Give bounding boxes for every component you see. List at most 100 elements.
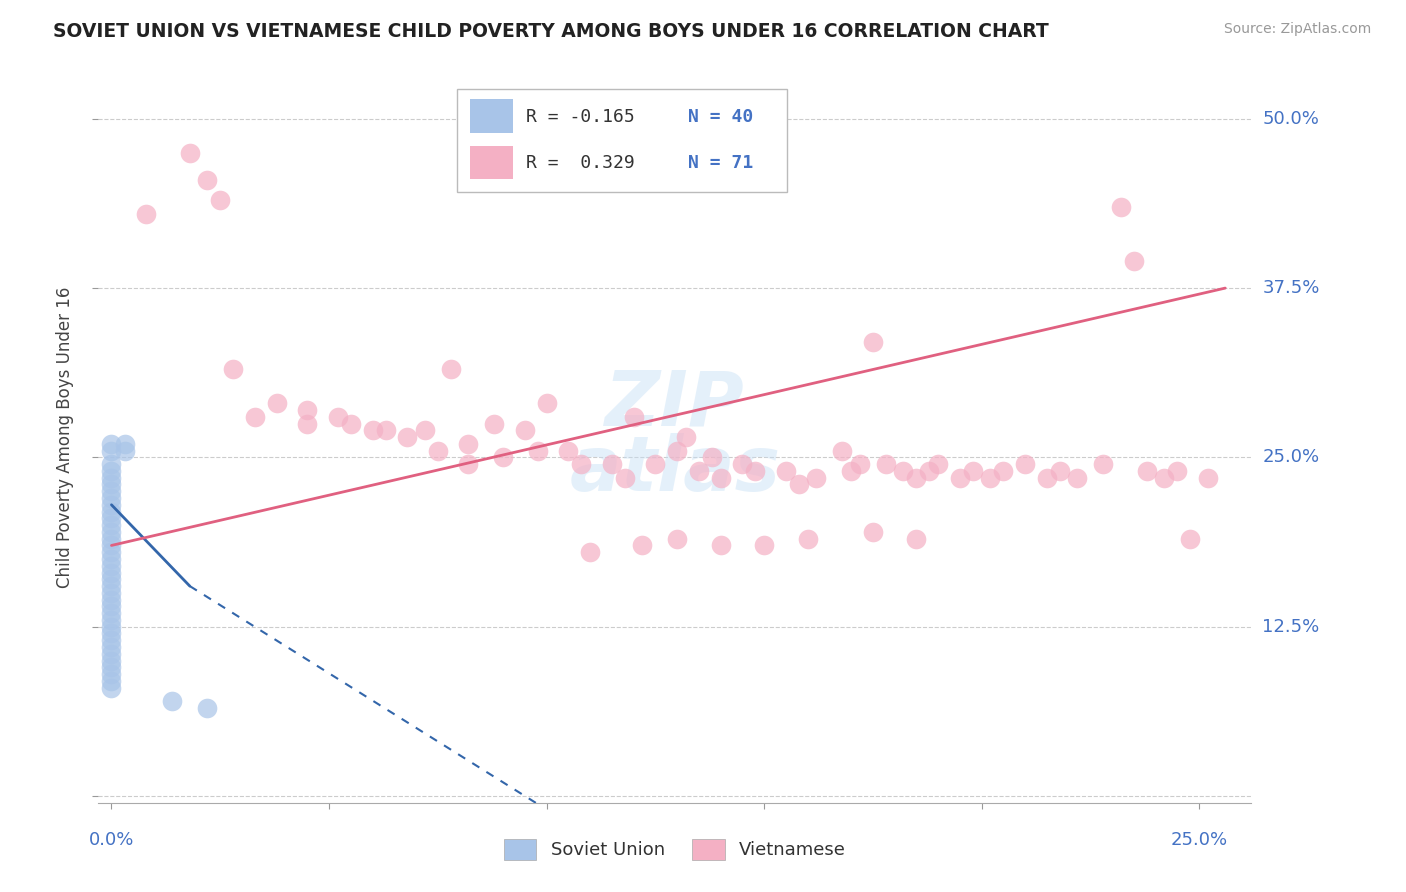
Point — [100, 477, 122, 491]
Point — [114, 437, 136, 451]
Point — [100, 579, 122, 593]
Text: 0.0%: 0.0% — [89, 830, 134, 848]
Point — [731, 457, 754, 471]
Point — [631, 538, 654, 552]
Point — [222, 362, 245, 376]
Point — [775, 464, 797, 478]
Point — [100, 505, 122, 519]
Point — [700, 450, 723, 465]
Point — [569, 457, 592, 471]
Point — [875, 457, 897, 471]
Text: 25.0%: 25.0% — [1171, 830, 1227, 848]
Point — [100, 566, 122, 580]
Point — [100, 484, 122, 499]
Point — [787, 477, 810, 491]
Text: 25.0%: 25.0% — [1263, 449, 1320, 467]
Point — [688, 464, 710, 478]
Point — [457, 457, 479, 471]
Point — [266, 396, 288, 410]
Point — [613, 471, 636, 485]
Point — [905, 532, 928, 546]
Point — [709, 538, 731, 552]
Point — [709, 471, 731, 485]
Text: N = 40: N = 40 — [689, 108, 754, 126]
Point — [297, 403, 319, 417]
Point — [557, 443, 579, 458]
Point — [492, 450, 515, 465]
Point — [326, 409, 349, 424]
Point — [1197, 471, 1219, 485]
Text: 37.5%: 37.5% — [1263, 279, 1320, 297]
Point — [100, 491, 122, 505]
Point — [100, 673, 122, 688]
Point — [752, 538, 775, 552]
Point — [100, 538, 122, 552]
Point — [796, 532, 818, 546]
Point — [396, 430, 419, 444]
Point — [100, 633, 122, 648]
Point — [100, 457, 122, 471]
Point — [209, 193, 232, 207]
Point — [600, 457, 623, 471]
Y-axis label: Child Poverty Among Boys Under 16: Child Poverty Among Boys Under 16 — [56, 286, 75, 588]
Point — [100, 613, 122, 627]
Point — [100, 545, 122, 559]
Point — [579, 545, 602, 559]
Point — [1136, 464, 1159, 478]
Point — [1049, 464, 1071, 478]
Point — [100, 586, 122, 600]
Point — [100, 681, 122, 695]
Point — [100, 518, 122, 533]
Point — [361, 423, 384, 437]
Point — [374, 423, 396, 437]
Point — [993, 464, 1015, 478]
Point — [162, 694, 184, 708]
Point — [979, 471, 1001, 485]
Point — [484, 417, 506, 431]
Point — [1109, 200, 1132, 214]
Point — [100, 654, 122, 668]
Point — [457, 437, 479, 451]
Point — [100, 437, 122, 451]
Point — [413, 423, 436, 437]
Text: 50.0%: 50.0% — [1263, 110, 1319, 128]
Point — [100, 532, 122, 546]
Text: SOVIET UNION VS VIETNAMESE CHILD POVERTY AMONG BOYS UNDER 16 CORRELATION CHART: SOVIET UNION VS VIETNAMESE CHILD POVERTY… — [53, 22, 1049, 41]
Point — [527, 443, 550, 458]
Point — [100, 558, 122, 573]
Point — [114, 443, 136, 458]
Point — [1166, 464, 1188, 478]
Bar — [470, 145, 513, 179]
Point — [927, 457, 949, 471]
Point — [806, 471, 828, 485]
Point — [195, 701, 218, 715]
Point — [100, 464, 122, 478]
Point — [891, 464, 914, 478]
Text: N = 71: N = 71 — [689, 154, 754, 172]
Text: Source: ZipAtlas.com: Source: ZipAtlas.com — [1223, 22, 1371, 37]
Point — [675, 430, 697, 444]
Point — [135, 206, 157, 220]
Point — [179, 145, 201, 160]
Text: R =  0.329: R = 0.329 — [526, 154, 636, 172]
Point — [1153, 471, 1175, 485]
Point — [1180, 532, 1202, 546]
Point — [243, 409, 266, 424]
Point — [426, 443, 449, 458]
Point — [100, 660, 122, 674]
Point — [339, 417, 361, 431]
Text: ZIP
atlas: ZIP atlas — [569, 368, 780, 507]
Point — [1036, 471, 1059, 485]
Point — [100, 640, 122, 654]
Text: R = -0.165: R = -0.165 — [526, 108, 636, 126]
Text: 12.5%: 12.5% — [1263, 618, 1320, 636]
Point — [100, 606, 122, 620]
Point — [666, 443, 689, 458]
Point — [918, 464, 941, 478]
Point — [100, 443, 122, 458]
Point — [100, 572, 122, 586]
Point — [849, 457, 872, 471]
Legend: Soviet Union, Vietnamese: Soviet Union, Vietnamese — [496, 831, 853, 867]
Point — [536, 396, 558, 410]
Point — [100, 599, 122, 614]
